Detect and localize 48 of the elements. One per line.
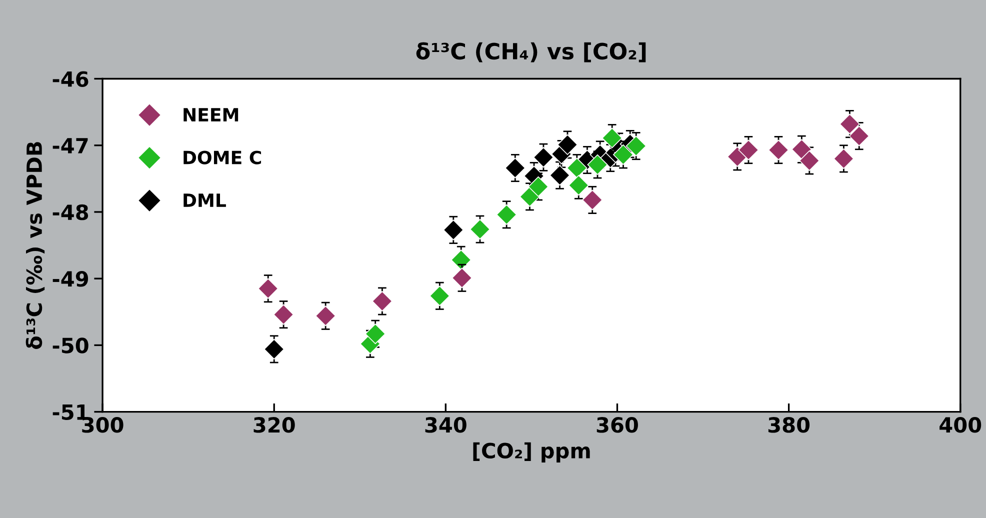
legend-label: NEEM xyxy=(184,108,238,122)
point xyxy=(504,158,526,178)
y-tick-label: -49 xyxy=(52,271,88,287)
y-axis-title: δ¹³C (‰) vs VPDB xyxy=(26,142,45,349)
y-tick-label: -48 xyxy=(52,204,88,220)
point xyxy=(568,175,589,196)
point xyxy=(273,304,294,325)
x-tick-label: 400 xyxy=(940,417,982,433)
point xyxy=(833,148,854,169)
point xyxy=(264,338,284,360)
point xyxy=(566,158,588,178)
x-tick-label: 360 xyxy=(596,417,638,433)
x-axis-title: [CO₂] ppm xyxy=(473,442,590,463)
point xyxy=(613,144,634,165)
y-tick-label: -47 xyxy=(52,138,88,154)
x-tick-label: 320 xyxy=(254,417,295,433)
point xyxy=(738,140,759,160)
point xyxy=(258,278,278,299)
point xyxy=(443,220,464,240)
x-tick-label: 380 xyxy=(768,417,810,433)
point xyxy=(365,324,386,344)
y-tick-label: -50 xyxy=(52,338,88,354)
point xyxy=(582,190,603,210)
point xyxy=(372,290,392,312)
point xyxy=(520,186,540,207)
point xyxy=(450,250,472,270)
point xyxy=(848,126,870,146)
y-tick-label: -46 xyxy=(52,71,88,87)
point xyxy=(602,128,622,148)
x-tick-label: 340 xyxy=(425,417,466,433)
point xyxy=(557,134,578,155)
legend-label: DML xyxy=(184,194,226,207)
point xyxy=(550,165,570,186)
point xyxy=(799,150,820,171)
point xyxy=(528,176,549,197)
point xyxy=(496,204,517,225)
point xyxy=(315,306,336,326)
point xyxy=(768,140,789,160)
point xyxy=(839,114,860,134)
point xyxy=(587,154,608,175)
point xyxy=(470,219,490,240)
point xyxy=(626,136,646,156)
legend-label: DOME C xyxy=(184,150,262,164)
point xyxy=(452,268,472,288)
point xyxy=(429,286,450,306)
point xyxy=(533,147,554,168)
chart-title: δ¹³C (CH₄) vs [CO₂] xyxy=(416,42,646,62)
point xyxy=(791,139,812,160)
